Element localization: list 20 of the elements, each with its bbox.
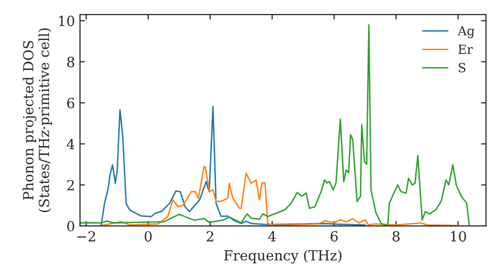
legend-label: Er <box>458 44 473 54</box>
y-tick-label: 10 <box>59 16 74 26</box>
legend-label: S <box>458 62 466 72</box>
x-tick-label: −2 <box>77 231 96 242</box>
x-axis-title: Frequency (THz) <box>224 250 342 264</box>
y-tick-label: 6 <box>67 98 74 108</box>
x-tick-label: 8 <box>392 231 400 242</box>
x-tick-label: 0 <box>144 231 152 242</box>
legend-label: Ag <box>458 26 474 38</box>
x-tick-label: 2 <box>206 231 214 242</box>
y-tick-label: 2 <box>67 180 74 190</box>
y-tick-label: 0 <box>67 220 74 232</box>
y-axis-title: Phonon projected DOS (States/THz·primitive cell) <box>22 28 52 212</box>
y-tick-label: 4 <box>66 138 74 150</box>
line-series <box>101 166 459 226</box>
y-tick-label: 8 <box>67 56 74 68</box>
x-tick-label: 10 <box>450 231 466 242</box>
x-tick-label: 4 <box>268 231 276 242</box>
line-series <box>100 106 366 226</box>
x-tick-label: 6 <box>330 231 338 242</box>
